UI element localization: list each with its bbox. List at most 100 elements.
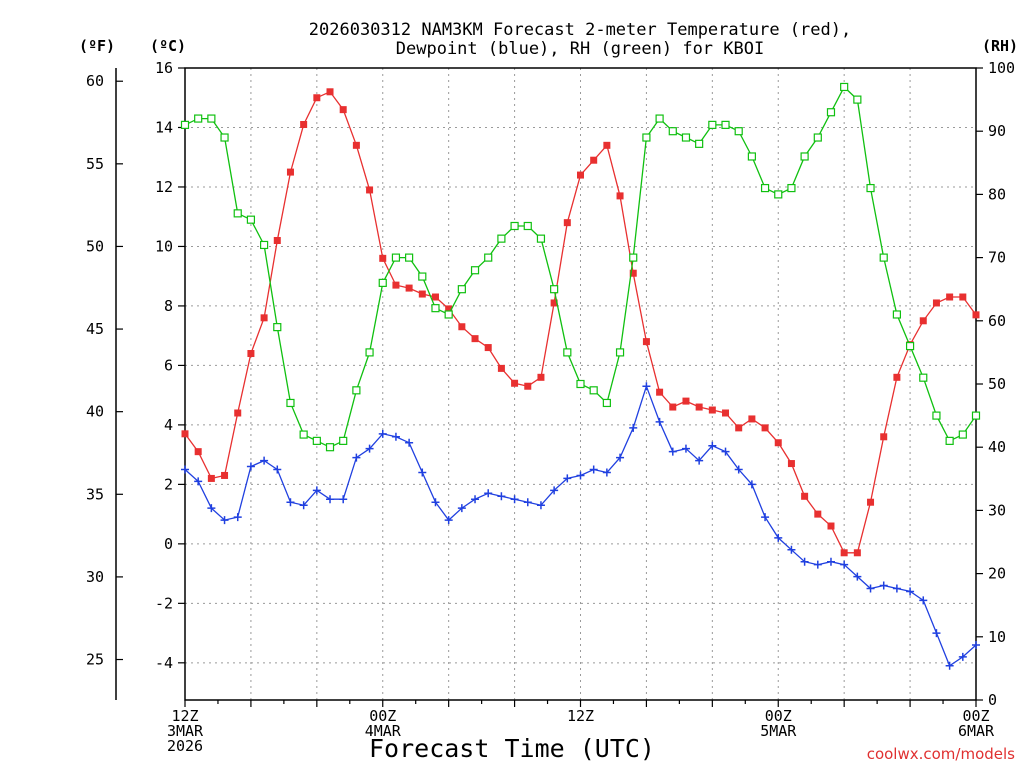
temperature-point	[787, 460, 795, 468]
x-axis-title: Forecast Time (UTC)	[369, 734, 655, 763]
dewpoint-point	[339, 495, 348, 504]
rh-point	[352, 386, 361, 395]
dewpoint-point	[431, 498, 440, 507]
rh-point	[444, 310, 453, 319]
temperature-point	[867, 498, 875, 506]
rh-point	[339, 436, 348, 445]
rh-point	[405, 253, 414, 262]
dewpoint-point	[892, 584, 901, 593]
rh-point	[787, 183, 796, 193]
rh-tick-label: 20	[988, 565, 1006, 583]
dewpoint-point	[616, 453, 625, 462]
temperature-point	[458, 323, 466, 331]
rh-point	[721, 120, 730, 129]
dewpoint-point	[510, 495, 519, 504]
rh-point	[708, 120, 717, 129]
rh-point	[536, 234, 546, 243]
dewpoint-point	[233, 513, 242, 522]
x-tick-label: 3MAR	[167, 722, 204, 740]
x-tick-label: 4MAR	[365, 722, 402, 740]
rh-point	[734, 127, 743, 136]
rh-point	[457, 285, 466, 294]
temperature-point	[722, 409, 730, 417]
rh-point	[892, 310, 902, 319]
chart-title-line-2: Dewpoint (blue), RH (green) for KBOI	[396, 39, 764, 59]
rh-point	[642, 133, 651, 142]
rh-point	[813, 133, 822, 142]
temperature-point	[616, 192, 624, 200]
temperature-point	[484, 344, 492, 352]
rh-point	[246, 215, 256, 224]
rh-point	[576, 379, 585, 389]
dewpoint-point	[853, 572, 862, 581]
temperature-point	[708, 406, 716, 414]
dewpoint-point	[866, 584, 875, 593]
rh-point	[840, 82, 849, 92]
temperature-point	[893, 373, 901, 381]
fahrenheit-tick-label: 45	[86, 320, 104, 338]
celsius-tick-label: -2	[155, 594, 173, 612]
temperature-point	[352, 141, 360, 149]
rh-point	[668, 127, 677, 136]
rh-point	[826, 108, 836, 117]
temperature-point	[497, 364, 505, 372]
temperature-point	[445, 305, 453, 313]
temperature-point	[656, 388, 664, 396]
rh-point	[550, 285, 559, 294]
dewpoint-point	[312, 486, 321, 495]
series-layer	[180, 82, 981, 670]
rh-tick-label: 80	[988, 185, 1006, 203]
temperature-point	[603, 141, 611, 149]
temperature-point	[418, 290, 426, 298]
dewpoint-point	[747, 480, 756, 489]
rh-point	[523, 221, 532, 231]
temperature-point	[300, 121, 308, 129]
rh-point	[760, 183, 770, 193]
temperature-point	[286, 168, 294, 176]
rh-point	[655, 114, 664, 123]
rh-point	[391, 253, 401, 262]
dewpoint-point	[576, 471, 585, 480]
temperature-point	[577, 171, 584, 179]
dewpoint-point	[391, 432, 400, 441]
dewpoint-point	[589, 465, 598, 474]
dewpoint-point	[761, 513, 770, 522]
rh-point	[945, 436, 954, 445]
temperature-point	[761, 424, 769, 432]
x-tick-label: 12Z	[567, 707, 594, 725]
x-tick-label: 00Z	[765, 707, 792, 725]
dewpoint-point	[523, 498, 532, 507]
rh-point	[879, 253, 888, 262]
temperature-point	[524, 382, 532, 390]
temperature-point	[247, 350, 255, 358]
rh-point	[378, 278, 387, 287]
dewpoint-point	[721, 447, 730, 456]
series-temperature	[181, 88, 980, 557]
rh-point	[207, 114, 216, 123]
dewpoint-point	[405, 438, 414, 447]
dewpoint-point	[181, 465, 189, 474]
dewpoint-point	[365, 444, 374, 453]
fahrenheit-unit-label: (ºF)	[79, 37, 115, 55]
celsius-unit-label: (ºC)	[150, 37, 186, 55]
temperature-point	[405, 284, 413, 292]
rh-point	[365, 348, 374, 357]
rh-point	[919, 373, 928, 382]
celsius-tick-label: 12	[155, 178, 173, 196]
rh-tick-label: 40	[988, 438, 1006, 456]
series-rh	[180, 82, 981, 452]
dewpoint-point	[220, 516, 229, 525]
temperature-point	[431, 293, 439, 301]
x-tick-label: 00Z	[962, 707, 989, 725]
rh-tick-label: 30	[988, 501, 1006, 519]
temperature-point	[471, 335, 479, 343]
rh-point	[866, 183, 875, 193]
dewpoint-point	[326, 495, 335, 504]
x-tick-label: 00Z	[369, 707, 396, 725]
rh-point	[615, 348, 625, 357]
dewpoint-point	[471, 495, 480, 504]
rh-point	[747, 152, 756, 161]
dewpoint-point	[945, 661, 954, 670]
dewpoint-point	[273, 465, 282, 474]
dewpoint-point	[642, 382, 651, 391]
